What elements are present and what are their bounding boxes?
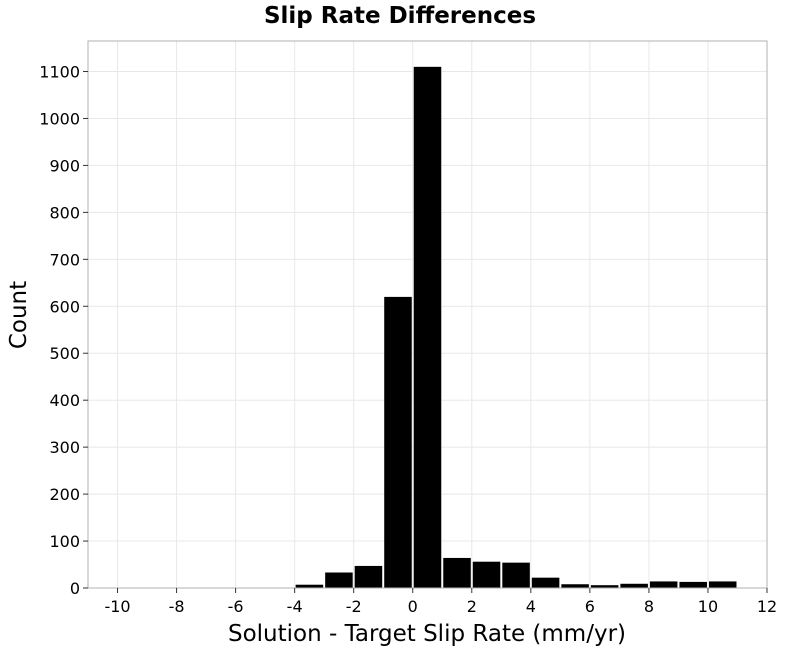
x-tick-label: 6 <box>585 597 595 616</box>
histogram-bar <box>620 583 648 588</box>
histogram-bar <box>531 577 560 588</box>
y-tick-label: 0 <box>70 579 80 598</box>
y-tick-label: 900 <box>49 156 80 175</box>
y-tick-label: 400 <box>49 391 80 410</box>
histogram-bar <box>354 565 383 588</box>
histogram-bar <box>413 66 442 588</box>
x-tick-label: 4 <box>526 597 536 616</box>
y-tick-label: 600 <box>49 297 80 316</box>
histogram-bar <box>590 585 619 588</box>
plot-frame <box>87 40 768 589</box>
bars <box>295 66 737 588</box>
histogram-bar <box>295 584 324 588</box>
histogram-bar <box>472 561 501 588</box>
histogram-bar <box>649 581 678 588</box>
axis-ticks: -10 -8 -6 -4 -2 0 2 4 6 8 10 12 0 100 200 300 400 500 600 7… <box>39 63 777 616</box>
chart-title: Slip Rate Differences <box>264 3 536 29</box>
y-tick-label: 700 <box>49 250 80 269</box>
y-tick-label: 200 <box>49 485 80 504</box>
y-tick-label: 1000 <box>39 109 80 128</box>
histogram-bar <box>384 296 412 588</box>
histogram-bar <box>502 562 530 588</box>
x-axis-label: Solution - Target Slip Rate (mm/yr) <box>228 621 626 647</box>
y-tick-label: 1100 <box>39 63 80 82</box>
histogram-bar <box>679 581 707 588</box>
x-tick-label: -4 <box>287 597 303 616</box>
x-tick-label: -8 <box>169 597 185 616</box>
x-tick-label: 0 <box>408 597 418 616</box>
y-tick-label: 300 <box>49 438 80 457</box>
y-tick-label: 100 <box>49 532 80 551</box>
x-tick-label: 2 <box>467 597 477 616</box>
y-axis-label: Count <box>6 281 32 349</box>
y-tick-label: 500 <box>49 344 80 363</box>
histogram-bar <box>561 584 589 588</box>
x-tick-label: -10 <box>104 597 130 616</box>
histogram-bar <box>708 581 737 588</box>
histogram-bar <box>443 557 471 588</box>
x-tick-label: -6 <box>228 597 244 616</box>
x-tick-label: 10 <box>698 597 718 616</box>
y-tick-label: 800 <box>49 203 80 222</box>
x-tick-label: 12 <box>757 597 777 616</box>
x-tick-label: -2 <box>346 597 362 616</box>
histogram-bar <box>325 572 353 588</box>
x-tick-label: 8 <box>644 597 654 616</box>
